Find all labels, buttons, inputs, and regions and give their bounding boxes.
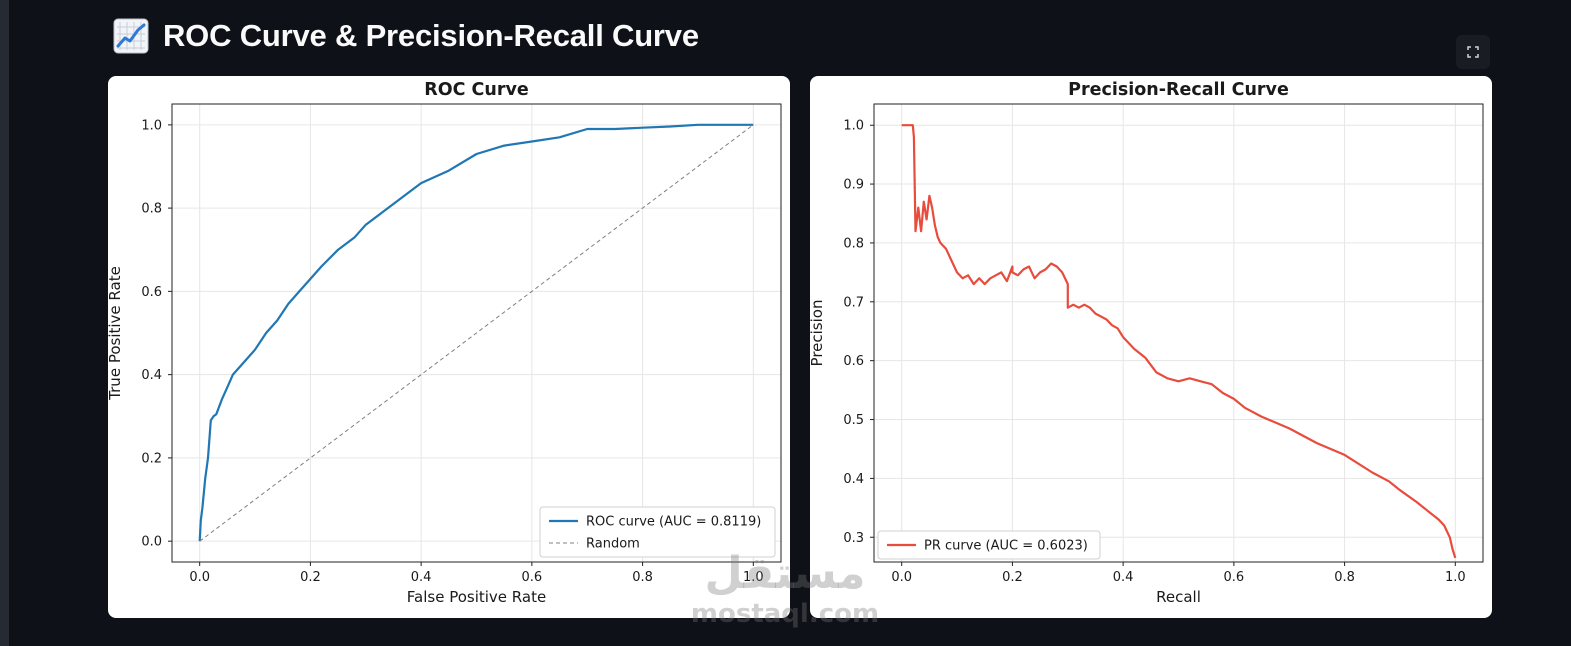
y-axis-label: True Positive Rate: [108, 266, 124, 401]
pr-chart: 0.0 0.2 0.4 0.6 0.8 1.0 0.3 0.4 0.5 0.6 0.7 0.8 0.9 1…: [810, 80, 1484, 606]
chart-increasing-icon: [113, 18, 149, 54]
x-tick-label: 1.0: [1445, 570, 1466, 585]
legend-label: Random: [586, 537, 640, 552]
plot-frame: [873, 103, 1484, 563]
y-tick-label: 0.5: [843, 413, 864, 428]
y-tick-label: 0.4: [843, 472, 864, 487]
x-tick-label: 0.0: [189, 570, 210, 585]
x-tick-label: 0.4: [411, 570, 432, 585]
roc-chart-panel: 0.0 0.2 0.4 0.6 0.8 1.0 0.0 0.2 0.4 0.6 0.8 1.0 ROC …: [108, 76, 790, 618]
y-tick-label: 0.9: [843, 178, 864, 193]
chart-title: ROC Curve: [424, 80, 529, 100]
x-tick-label: 0.6: [1224, 570, 1245, 585]
y-tick-label: 0.6: [843, 354, 864, 369]
page-header: ROC Curve & Precision-Recall Curve: [113, 14, 699, 58]
pr-chart-panel: 0.0 0.2 0.4 0.6 0.8 1.0 0.3 0.4 0.5 0.6 0.7 0.8 0.9 1…: [810, 76, 1492, 618]
legend-label: PR curve (AUC = 0.6023): [924, 539, 1088, 554]
x-tick-label: 0.8: [1334, 570, 1355, 585]
series-line-random: [199, 124, 754, 542]
y-tick-label: 1.0: [843, 119, 864, 134]
y-tick-label: 0.3: [843, 531, 864, 546]
y-tick-label: 0.8: [843, 236, 864, 251]
x-tick-label: 0.0: [891, 570, 912, 585]
x-tick-label: 0.2: [300, 570, 321, 585]
chart-title: Precision-Recall Curve: [1068, 80, 1289, 100]
legend-box: [539, 506, 776, 558]
x-tick-label: 1.0: [743, 570, 764, 585]
y-tick-label: 0.0: [141, 535, 162, 550]
x-axis-label: Recall: [1156, 588, 1201, 606]
legend-label: ROC curve (AUC = 0.8119): [586, 515, 761, 530]
y-tick-label: 0.6: [141, 285, 162, 300]
y-axis-label: Precision: [810, 300, 826, 367]
y-tick-label: 1.0: [141, 118, 162, 133]
legend-box: [877, 530, 1101, 560]
y-tick-label: 0.8: [141, 202, 162, 217]
y-tick-label: 0.7: [843, 295, 864, 310]
fullscreen-button[interactable]: [1456, 35, 1490, 69]
page-title: ROC Curve & Precision-Recall Curve: [163, 18, 699, 53]
roc-chart: 0.0 0.2 0.4 0.6 0.8 1.0 0.0 0.2 0.4 0.6 0.8 1.0 ROC …: [108, 80, 782, 606]
left-sidebar-edge: [0, 0, 9, 646]
x-tick-label: 0.4: [1113, 570, 1134, 585]
x-tick-label: 0.6: [522, 570, 543, 585]
x-tick-label: 0.8: [632, 570, 653, 585]
y-tick-label: 0.4: [141, 368, 162, 383]
series-line-curve: [901, 124, 1457, 559]
x-tick-label: 0.2: [1002, 570, 1023, 585]
x-axis-label: False Positive Rate: [407, 588, 546, 606]
expand-icon: [1467, 46, 1479, 58]
series-line-curve: [198, 123, 754, 542]
y-tick-label: 0.2: [141, 451, 162, 466]
plot-frame: [171, 103, 782, 563]
